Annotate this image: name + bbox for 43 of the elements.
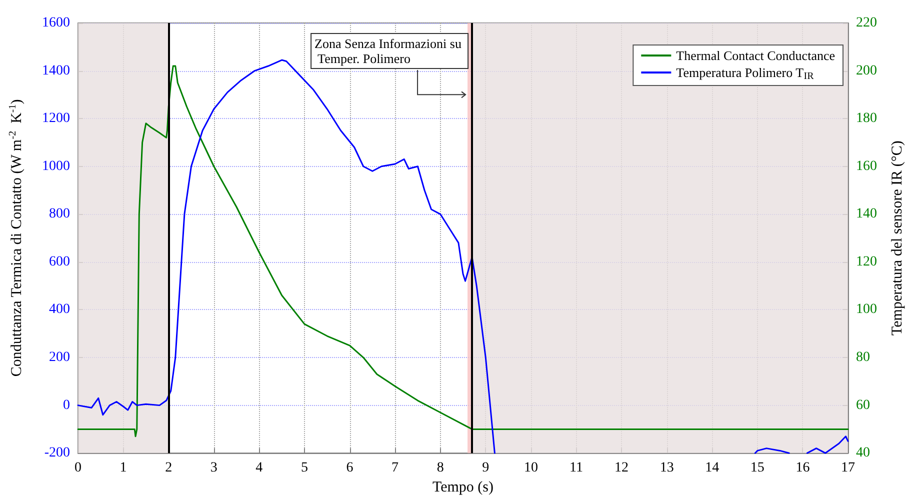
y2-tick-label: 40 bbox=[856, 446, 870, 461]
y2-tick-label: 180 bbox=[856, 111, 877, 126]
y-tick-label: 0 bbox=[63, 398, 70, 413]
y-tick-label: 1600 bbox=[42, 16, 70, 30]
x-tick-label: 8 bbox=[436, 460, 444, 476]
x-tick-label: 1 bbox=[120, 460, 127, 476]
x-tick-label: 6 bbox=[346, 460, 354, 476]
y2-axis-title: Temperatura del sensore IR (°C) bbox=[890, 140, 906, 336]
y2-tick-label: 80 bbox=[856, 350, 870, 366]
y-tick-label: 1000 bbox=[42, 158, 70, 174]
x-tick-label: 14 bbox=[705, 460, 720, 476]
x-tick-label: 3 bbox=[210, 460, 218, 476]
y-tick-label: 800 bbox=[49, 206, 70, 222]
y2-tick-label: 120 bbox=[856, 254, 877, 270]
x-tick-label: 12 bbox=[614, 460, 629, 476]
legend-label: Thermal Contact Conductance bbox=[676, 48, 836, 63]
y-axis-title: Conduttanza Termica di Contatto (W m-2 K-1) bbox=[8, 99, 25, 377]
x-tick-label: 11 bbox=[569, 460, 583, 476]
x-tick-label: 2 bbox=[165, 460, 172, 476]
x-tick-label: 17 bbox=[841, 460, 855, 476]
y-tick-label: 1400 bbox=[42, 63, 70, 78]
y2-tick-label: 140 bbox=[856, 206, 877, 222]
y2-tick-label: 200 bbox=[856, 63, 877, 78]
y2-tick-label: 100 bbox=[856, 302, 877, 318]
x-axis-title: Tempo (s) bbox=[432, 480, 494, 496]
y-tick-label: 200 bbox=[49, 350, 70, 366]
x-tick-label: 7 bbox=[392, 460, 399, 476]
y-tick-label: 600 bbox=[49, 254, 70, 270]
x-tick-label: 15 bbox=[750, 460, 764, 476]
y-tick-label: 400 bbox=[49, 302, 70, 318]
x-tick-label: 9 bbox=[482, 460, 490, 476]
x-tick-label: 5 bbox=[300, 460, 308, 476]
x-tick-label: 10 bbox=[524, 460, 538, 476]
y-tick-label: -200 bbox=[44, 446, 70, 461]
x-tick-label: 4 bbox=[256, 460, 263, 476]
x-tick-label: 13 bbox=[660, 460, 674, 476]
y2-tick-label: 220 bbox=[856, 16, 877, 30]
annotation: Zona Senza Informazioni su Temper. Polimero bbox=[314, 36, 462, 66]
y2-tick-label: 60 bbox=[856, 398, 870, 413]
y2-tick-label: 160 bbox=[856, 158, 877, 174]
y-tick-label: 1200 bbox=[42, 111, 70, 126]
x-tick-label: 0 bbox=[74, 460, 82, 476]
x-tick-label: 16 bbox=[796, 460, 810, 476]
